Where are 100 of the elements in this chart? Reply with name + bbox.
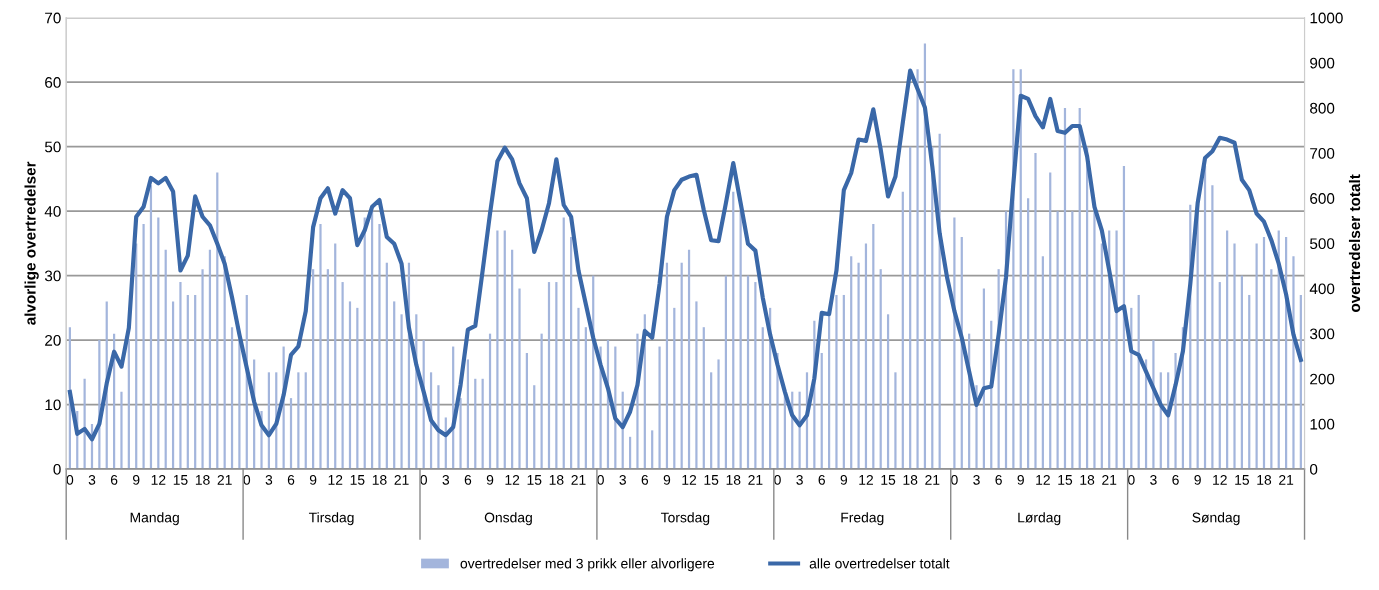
bar [754, 282, 757, 470]
x-tick-label: 9 [309, 474, 317, 485]
x-tick-label: 3 [619, 474, 626, 485]
x-tick-label: 9 [663, 474, 671, 485]
y2-axis-title: overtredelser totalt [1348, 174, 1361, 312]
x-tick-label: 0 [774, 474, 781, 485]
x-tick-label: 0 [1127, 474, 1135, 485]
y2-tick-label: 800 [1310, 102, 1335, 114]
x-tick-label: 3 [1150, 474, 1157, 485]
bar [584, 327, 587, 470]
bar [746, 275, 750, 470]
bar [717, 359, 720, 470]
bar [238, 340, 241, 470]
bar [680, 262, 683, 470]
bar [1034, 153, 1037, 470]
text: Onsdag [484, 512, 532, 526]
bar [687, 249, 691, 470]
bar [1093, 211, 1096, 470]
x-tick-label: 12 [505, 474, 520, 485]
bar [208, 249, 212, 470]
line-series [67, 68, 1303, 442]
x-tick-label: 0 [420, 474, 428, 485]
x-tick-label: 6 [1172, 474, 1179, 485]
bar [1255, 243, 1258, 470]
x-tick-label: 9 [840, 474, 848, 485]
y-tick-label: 70 [45, 12, 61, 24]
bar [909, 146, 912, 470]
bar [894, 372, 897, 470]
bar [886, 314, 890, 470]
bar [879, 269, 882, 470]
text: Torsdag [660, 512, 710, 526]
bar [356, 307, 359, 470]
bar [658, 346, 661, 470]
x-tick-label: 21 [748, 474, 763, 485]
x-tick-label: 0 [243, 474, 251, 485]
y2-tick-label: 600 [1310, 193, 1335, 204]
bar [577, 307, 580, 470]
text: Tirsdag [308, 512, 354, 526]
bar [149, 185, 153, 470]
y-tick-label: 10 [45, 399, 61, 411]
x-tick-label: 3 [796, 474, 803, 485]
x-tick-label: 18 [1080, 474, 1095, 485]
y2-tick-label: 500 [1310, 238, 1335, 250]
legend-label: alle overtredelser totalt [809, 558, 950, 569]
x-tick-label: 12 [328, 474, 343, 485]
bar [157, 217, 160, 470]
text: Søndag [1192, 512, 1240, 526]
bar [230, 327, 234, 470]
bar [326, 269, 329, 470]
bar [1152, 340, 1155, 470]
x-tick-label: 3 [88, 474, 96, 485]
bar [850, 256, 853, 470]
bar [1240, 275, 1243, 470]
text: Lørdag [1018, 512, 1061, 526]
x-tick-label: 12 [1036, 474, 1050, 485]
x-tick-label: 12 [1213, 474, 1227, 485]
bar [518, 288, 521, 470]
bar [201, 269, 204, 470]
bar [533, 385, 536, 470]
bar [1270, 269, 1273, 470]
bar [864, 243, 868, 470]
bar [1071, 211, 1074, 470]
bar [142, 224, 145, 470]
x-tick-label: 18 [372, 474, 387, 485]
bar [695, 301, 698, 470]
bar [334, 243, 337, 470]
x-tick-label: 0 [66, 474, 74, 485]
bar [312, 269, 315, 470]
y2-tick-label: 200 [1310, 373, 1335, 385]
bar [466, 359, 470, 470]
bar [319, 224, 322, 470]
bar [842, 294, 845, 470]
x-tick-label: 9 [133, 474, 140, 485]
y-tick-label: 50 [44, 141, 61, 153]
bar [1041, 256, 1044, 470]
x-tick-label: 18 [1257, 474, 1272, 485]
y2-tick-label: 0 [1309, 463, 1318, 475]
x-tick-label: 12 [682, 474, 697, 485]
x-tick-label: 21 [925, 474, 940, 485]
bar [916, 69, 919, 470]
bar [378, 224, 381, 470]
bar [1248, 294, 1251, 470]
bar [503, 230, 506, 470]
bar [459, 398, 462, 470]
bar [186, 294, 189, 470]
x-tick-label: 6 [641, 474, 649, 485]
x-tick-label: 6 [464, 474, 472, 485]
bar [297, 372, 300, 470]
bar [710, 372, 713, 470]
y-tick-label: 60 [45, 77, 61, 88]
x-tick-label: 6 [110, 474, 118, 485]
x-tick-label: 6 [287, 474, 295, 485]
x-tick-label: 6 [995, 474, 1002, 485]
bar [179, 282, 182, 470]
bar [1115, 230, 1118, 470]
x-tick-label: 6 [818, 474, 825, 485]
y-tick-label: 0 [53, 463, 61, 475]
text: Fredag [841, 512, 884, 526]
bar [570, 236, 573, 470]
bar [835, 294, 838, 470]
